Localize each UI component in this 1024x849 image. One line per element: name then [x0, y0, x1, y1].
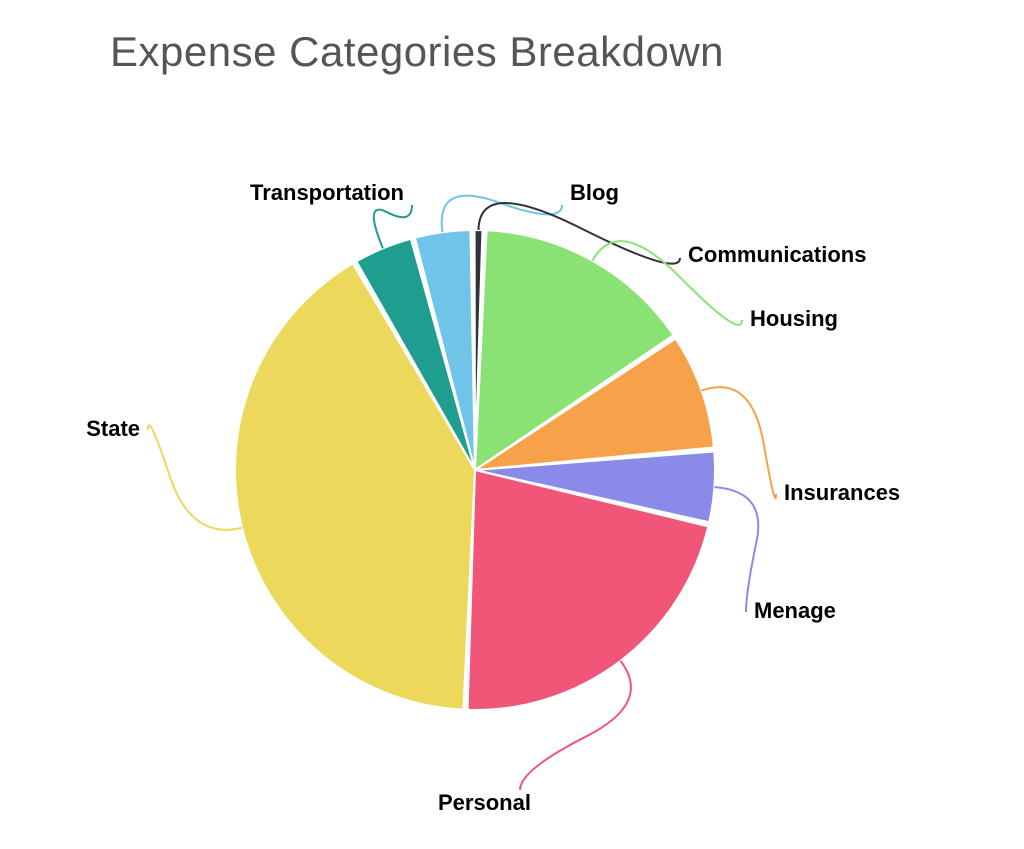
slice-label: Insurances	[784, 480, 900, 505]
pie-chart-svg: Blog Communications Housing Insurances Menag…	[0, 0, 1024, 849]
slice-label: State	[86, 416, 140, 441]
slice-label: Blog	[570, 180, 619, 205]
leader-line	[442, 196, 562, 233]
slice-label: Housing	[750, 306, 838, 331]
leader-line	[148, 425, 242, 530]
pie-slices	[235, 230, 715, 710]
slice-label: Transportation	[250, 180, 404, 205]
slice-label: Personal	[438, 790, 531, 815]
slice-label: Communications	[688, 242, 866, 267]
chart-container: { "chart": { "type": "pie", "title": "Ex…	[0, 0, 1024, 849]
leader-line	[714, 487, 758, 612]
slice-label: Menage	[754, 598, 836, 623]
